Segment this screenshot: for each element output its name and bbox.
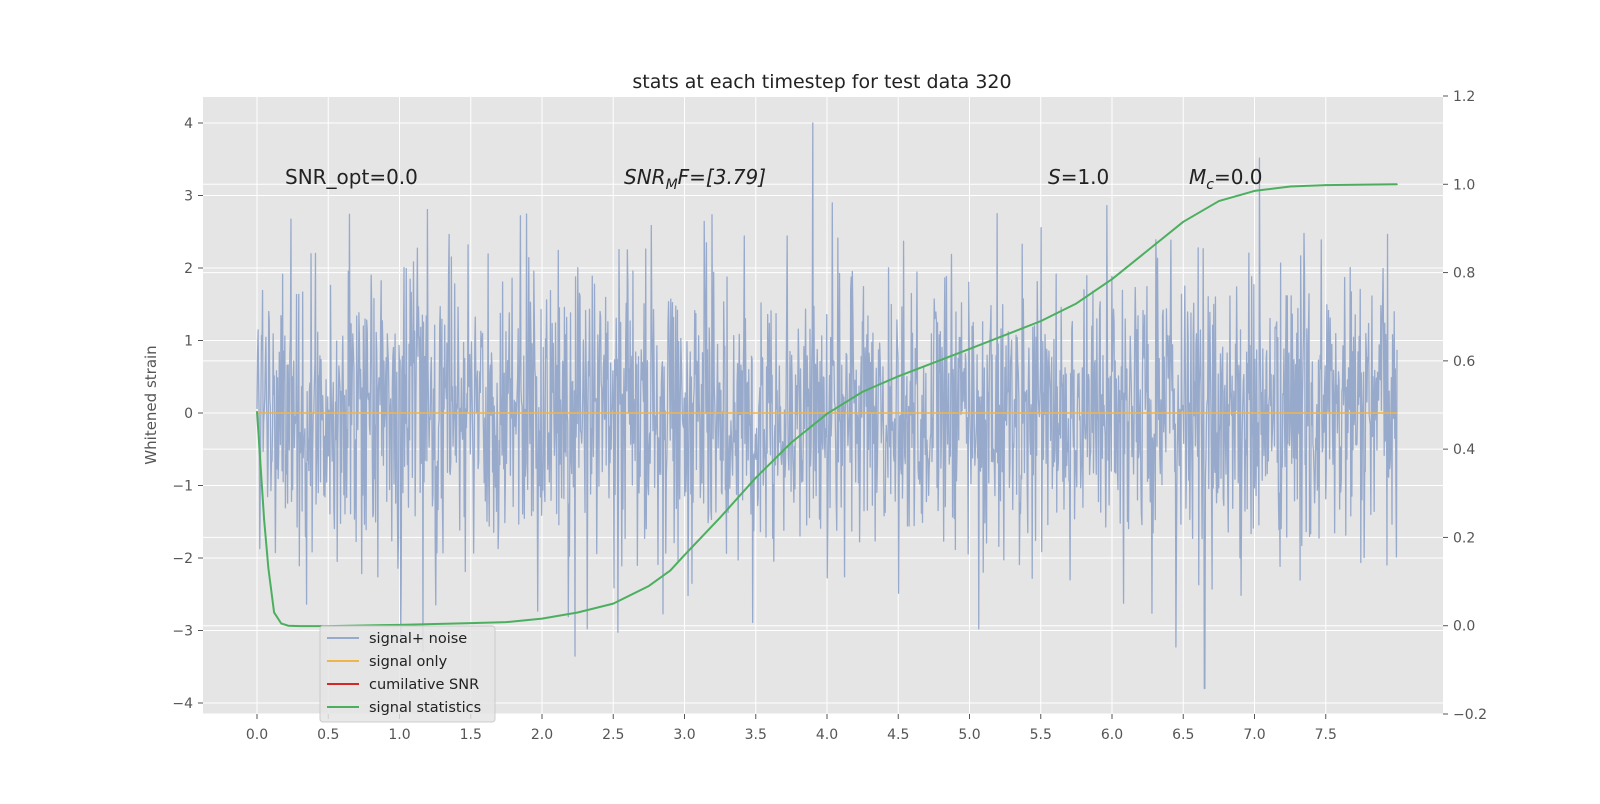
signal-statistics-point <box>826 413 828 415</box>
signal-statistics-point <box>754 477 757 479</box>
y-tick-label: −2 <box>172 551 193 567</box>
signal-statistics-point <box>897 375 900 378</box>
signal-statistics-point <box>280 622 283 625</box>
signal-statistics-point <box>1075 302 1078 305</box>
y2-tick-label: −0.2 <box>1453 707 1487 723</box>
y-axis-label: Whitened strain <box>142 345 160 464</box>
y2-tick-label: 0.0 <box>1453 619 1475 635</box>
signal-statistics-point <box>612 602 615 605</box>
y-tick-label: 3 <box>184 189 193 205</box>
annotation-s: S=1.0 <box>1048 165 1109 189</box>
signal-statistics-point <box>287 624 290 627</box>
x-tick-label: 4.0 <box>816 727 838 743</box>
signal-statistics-point <box>398 624 401 626</box>
x-tick-label: 2.5 <box>602 727 624 743</box>
x-tick-label: 5.5 <box>1030 727 1052 743</box>
x-tick-label: 7.5 <box>1315 727 1337 743</box>
y-tick-label: 2 <box>184 261 193 277</box>
signal-statistics-point <box>1039 320 1042 322</box>
x-tick-label: 6.5 <box>1172 727 1194 743</box>
signal-statistics-point <box>273 611 275 614</box>
x-tick-label: 7.0 <box>1243 727 1265 743</box>
y2-tick-label: 1.0 <box>1453 177 1475 193</box>
signal-statistics-point <box>1396 183 1398 186</box>
y2-tick-label: 1.2 <box>1453 89 1475 105</box>
annotation-mc-sub: c <box>1206 177 1214 193</box>
annotation-snr-mf-f: F=[3.79] <box>678 165 766 189</box>
line-layer <box>256 183 1398 628</box>
signal-statistics-point <box>648 585 650 587</box>
signal-statistics-point <box>263 518 265 521</box>
signal-statistics-point <box>298 625 301 627</box>
y-tick-label: −3 <box>172 624 193 640</box>
signal-statistics-point <box>719 516 721 519</box>
signal-statistics-point <box>683 554 686 556</box>
signal-statistics-point <box>1253 190 1256 192</box>
legend-label-cumulative-snr: cumilative SNR <box>369 677 479 693</box>
series-signal-statistics <box>256 183 1398 628</box>
legend-label-signal-only: signal only <box>369 654 448 670</box>
y2-tick-label: 0.4 <box>1453 442 1475 458</box>
y2-tick-label: 0.2 <box>1453 530 1475 546</box>
legend-label-signal-statistics: signal statistics <box>369 700 481 716</box>
legend-box <box>319 625 496 723</box>
signal-statistics-point <box>267 567 270 570</box>
annotation-snr-opt: SNR_opt=0.0 <box>285 165 418 189</box>
annotation-s-main: S <box>1048 165 1061 189</box>
legend-label-signal-plus-noise: signal+ noise <box>369 631 467 647</box>
annotation-snr-mf-main: SNR <box>624 165 666 189</box>
signal-statistics-point <box>861 390 864 393</box>
x-tick-label: 0.0 <box>246 727 268 743</box>
y-tick-label: 0 <box>184 406 193 422</box>
x-tick-label: 6.0 <box>1101 727 1123 743</box>
x-tick-label: 1.5 <box>460 727 482 743</box>
y2-tick-label: 0.6 <box>1453 354 1475 370</box>
annotation-s-value: =1.0 <box>1061 165 1110 189</box>
signal-statistics-point <box>1182 221 1185 223</box>
annotation-mc: Mc=0.0 <box>1189 165 1263 193</box>
x-tick-label: 1.0 <box>388 727 410 743</box>
annotation-snr-mf-sub: M <box>666 177 678 193</box>
x-tick-label: 3.0 <box>673 727 695 743</box>
signal-statistics-point <box>1218 200 1220 202</box>
signal-statistics-point <box>469 622 472 624</box>
signal-statistics-point <box>505 621 508 623</box>
x-tick-label: 2.0 <box>531 727 553 743</box>
x-tick-label: 5.0 <box>958 727 980 743</box>
noise-trace <box>256 122 1398 690</box>
signal-statistics-point <box>541 617 543 620</box>
annotation-snr-mf: SNRMF=[3.79] <box>624 165 766 193</box>
signal-statistics-point <box>968 348 971 350</box>
y-tick-label: 4 <box>184 116 193 132</box>
annotation-mc-main: M <box>1189 165 1206 189</box>
signal-statistics-point <box>1146 249 1149 252</box>
signal-statistics-point <box>1289 185 1291 188</box>
tick-layer: 0.0 0.5 1.0 1.5 2.0 2.5 3.0 3.5 4.0 4.5 5.0 5.5 6.0 6… <box>172 89 1487 743</box>
y-tick-label: −1 <box>172 479 193 495</box>
signal-statistics-point <box>576 611 579 614</box>
legend: signal+ noise signal only cumilative SNR… <box>319 625 496 723</box>
signal-statistics-point <box>669 569 672 572</box>
y2-tick-label: 0.8 <box>1453 266 1475 282</box>
y-tick-label: −4 <box>172 696 193 712</box>
signal-statistics-point <box>1111 278 1113 280</box>
signal-statistics-point <box>256 410 258 413</box>
signal-statistics-point <box>1324 184 1327 186</box>
x-tick-label: 3.5 <box>745 727 767 743</box>
chart-title: stats at each timestep for test data 320 <box>632 71 1011 93</box>
signal-statistics-point <box>790 441 793 444</box>
series-signal-plus-noise <box>256 122 1398 690</box>
x-tick-label: 4.5 <box>887 727 909 743</box>
y-tick-label: 1 <box>184 334 193 350</box>
x-tick-label: 0.5 <box>317 727 339 743</box>
annotation-mc-value: =0.0 <box>1214 165 1263 189</box>
